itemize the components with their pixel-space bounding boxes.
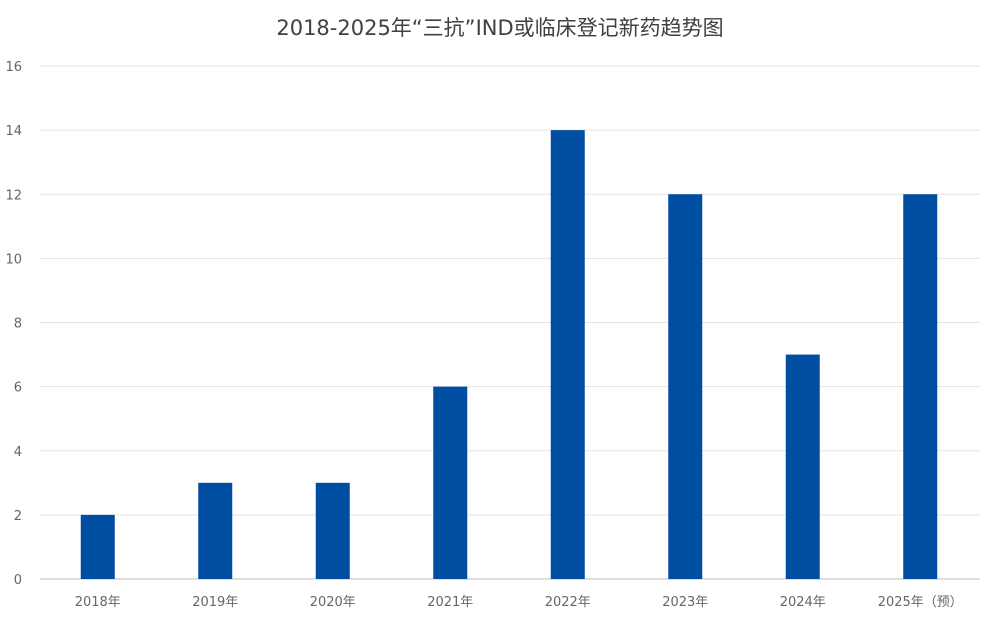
y-tick-label: 6 xyxy=(14,381,22,396)
y-tick-label: 16 xyxy=(5,60,22,75)
x-tick-label: 2023年 xyxy=(662,595,708,610)
chart-title: 2018-2025年“三抗”IND或临床登记新药趋势图 xyxy=(276,16,724,40)
y-tick-label: 10 xyxy=(5,252,22,267)
bar xyxy=(433,386,468,579)
bar xyxy=(550,130,585,579)
y-tick-label: 8 xyxy=(14,317,22,332)
bar xyxy=(80,514,115,579)
bar xyxy=(903,194,938,579)
x-tick-label: 2020年 xyxy=(310,595,356,610)
x-tick-label: 2025年（预） xyxy=(878,595,963,610)
y-tick-label: 14 xyxy=(5,124,22,139)
x-tick-label: 2021年 xyxy=(427,595,473,610)
bar xyxy=(315,482,350,579)
x-tick-label: 2018年 xyxy=(75,595,121,610)
x-tick-label: 2024年 xyxy=(780,595,826,610)
y-tick-label: 0 xyxy=(14,573,22,588)
bar xyxy=(198,482,233,579)
y-tick-label: 4 xyxy=(14,445,22,460)
bar xyxy=(668,194,703,579)
x-tick-label: 2022年 xyxy=(545,595,591,610)
y-tick-label: 12 xyxy=(5,188,22,203)
bar xyxy=(785,354,820,579)
x-tick-label: 2019年 xyxy=(192,595,238,610)
y-tick-label: 2 xyxy=(14,509,22,524)
